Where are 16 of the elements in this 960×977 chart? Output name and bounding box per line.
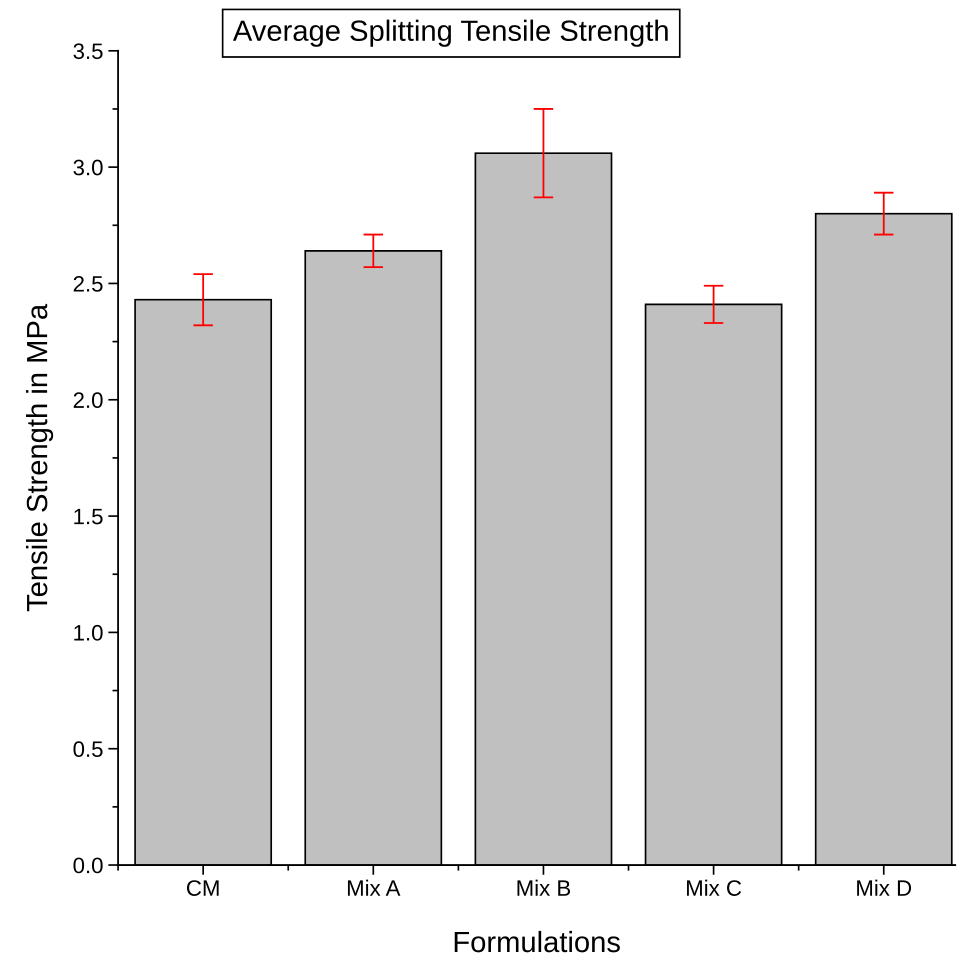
- x-axis-title: Formulations: [454, 930, 620, 952]
- y-tick-label: 2.0: [74, 392, 103, 408]
- x-tick-label: CM: [187, 880, 219, 896]
- y-tick-label: 1.5: [74, 508, 103, 524]
- y-tick-label: 2.5: [74, 276, 103, 292]
- y-tick-label: 1.0: [74, 624, 103, 641]
- x-tick-label: Mix C: [687, 880, 742, 896]
- y-tick-label: 3.5: [73, 43, 103, 60]
- y-axis-title: Tensile Strength in MPa: [26, 304, 54, 612]
- y-tick-label: 0.0: [73, 858, 103, 874]
- x-tick-label: Mix A: [348, 880, 400, 896]
- x-tick-label: Mix B: [517, 880, 570, 896]
- y-tick-label: 3.0: [73, 160, 103, 176]
- y-tick-label: 0.5: [73, 741, 103, 757]
- x-tick-label: Mix D: [857, 880, 912, 896]
- chart-title: Average Splitting Tensile Strength: [232, 20, 668, 47]
